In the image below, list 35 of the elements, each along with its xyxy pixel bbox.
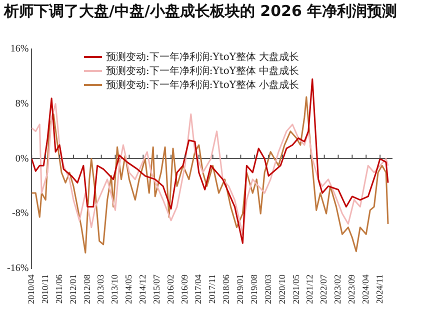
x-tick-label: 2020/03: [262, 274, 273, 304]
x-tick-label: 2013/10: [110, 274, 120, 304]
x-tick-label: 2017/11: [207, 274, 218, 304]
x-tick-label: 2013/03: [96, 274, 106, 304]
x-tick-label: 2023/09: [346, 274, 357, 304]
y-tick-label: -16%: [6, 263, 29, 274]
x-tick-label: 2022/07: [318, 274, 329, 304]
x-tick-label: 2017/04: [193, 274, 204, 304]
legend-label: 预测变动:下一年净利润:YtoY整体 中盘成长: [106, 64, 300, 78]
legend-label: 预测变动:下一年净利润:YtoY整体 小盘成长: [106, 78, 300, 92]
x-tick-label: 2016/02: [165, 274, 176, 304]
y-tick-label: 0%: [15, 153, 29, 164]
x-tick-label: 2014/05: [124, 274, 134, 304]
x-tick-label: 2021/12: [304, 274, 315, 304]
y-tick-label: -8%: [12, 208, 29, 220]
x-tick-label: 2024/04: [360, 274, 370, 304]
x-tick-label: 2012/01: [68, 274, 78, 304]
legend-label: 预测变动:下一年净利润:YtoY整体 大盘成长: [106, 50, 300, 64]
x-tick-label: 2018/06: [221, 274, 232, 304]
x-tick-label: 2010/04: [26, 274, 36, 304]
x-tick-label: 2011/06: [54, 274, 64, 304]
x-tick-label: 2023/02: [332, 274, 343, 304]
x-tick-label: 2019/01: [235, 274, 246, 304]
x-tick-label: 2024/11: [374, 274, 384, 304]
x-tick-label: 2014/12: [138, 274, 148, 304]
x-tick-label: 2015/07: [151, 274, 162, 304]
x-tick-label: 2020/10: [276, 274, 287, 304]
x-tick-label: 2012/08: [82, 274, 92, 304]
x-tick-label: 2021/05: [290, 274, 301, 304]
y-tick-label: 8%: [15, 98, 29, 110]
x-tick-label: 2019/08: [248, 274, 259, 304]
x-tick-label: 2016/09: [179, 274, 190, 304]
x-tick-label: 2010/11: [40, 274, 50, 304]
chart-title: 析师下调了大盘/中盘/小盘成长板块的 2026 年净利润预测: [2, 1, 398, 22]
y-tick-label: 16%: [10, 44, 29, 55]
